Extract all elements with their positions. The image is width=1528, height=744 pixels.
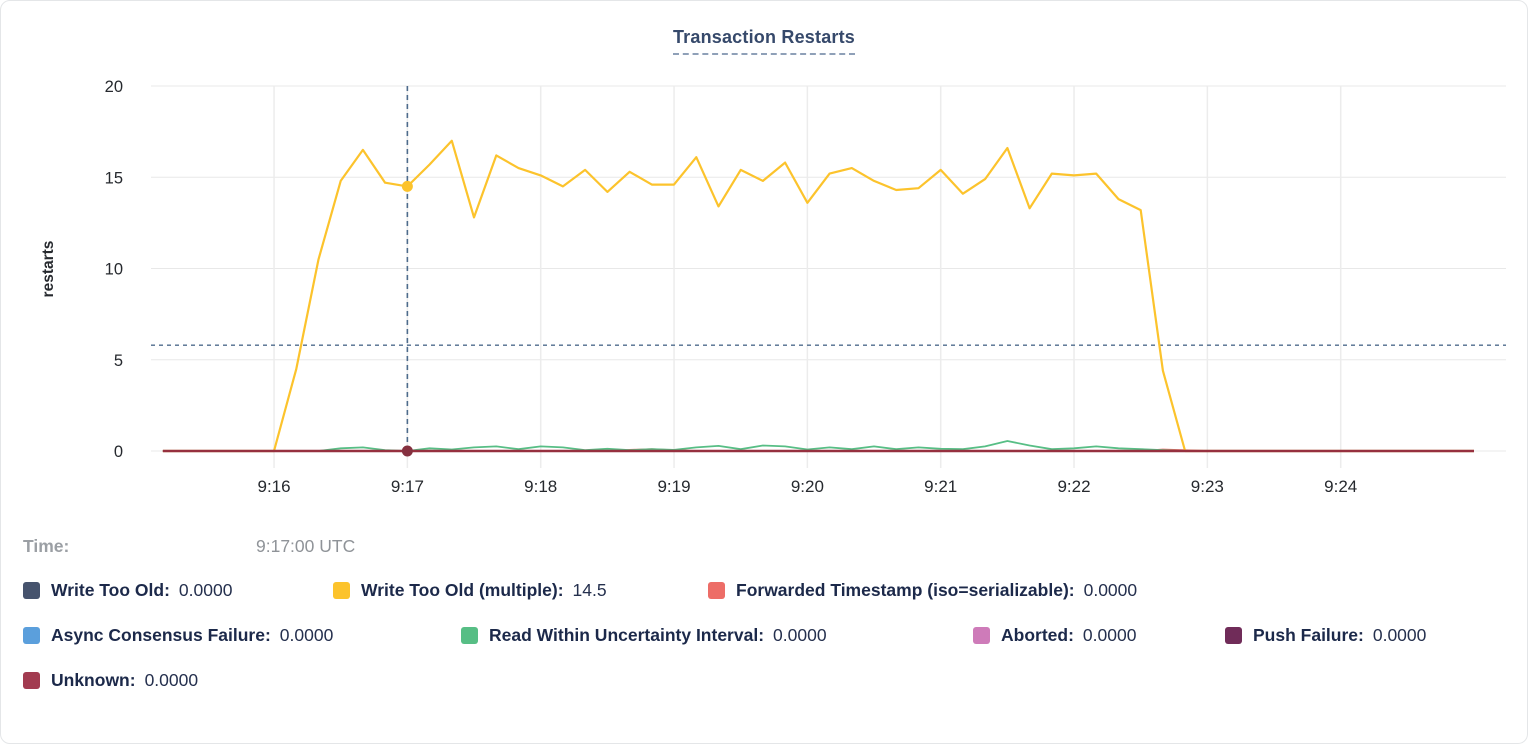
legend-row: Write Too Old: 0.0000 Write Too Old (multi… [23, 576, 1509, 604]
legend-swatch [973, 626, 990, 644]
legend-item-unknown: Unknown: 0.0000 [23, 670, 198, 691]
legend-item-forwarded-timestamp-iso-serializable: Forwarded Timestamp (iso=serializable): 0… [708, 580, 1137, 601]
legend-value: 0.0000 [144, 669, 199, 690]
legend-rows: Write Too Old: 0.0000 Write Too Old (multi… [23, 576, 1509, 694]
legend-value: 0.0000 [1083, 579, 1138, 600]
legend-label: Forwarded Timestamp (iso=serializable): [736, 579, 1075, 600]
hover-tooltip-panel: Time: 9:17:00 UTC Write Too Old: 0.0000 Wr… [23, 533, 1509, 694]
legend-label: Read Within Uncertainty Interval: [489, 624, 765, 645]
legend-label: Async Consensus Failure: [51, 624, 271, 645]
legend-label: Write Too Old (multiple): [361, 579, 564, 600]
series-line-write-too-old-multiple [162, 139, 1474, 453]
x-tick-label: 9:19 [657, 477, 690, 496]
legend-value: 0.0000 [279, 624, 334, 645]
legend-value: 0.0000 [773, 624, 827, 645]
legend-swatch [23, 671, 40, 689]
hover-dot-unknown [401, 445, 413, 457]
legend-label: Push Failure: [1253, 624, 1364, 645]
time-row: Time: 9:17:00 UTC [23, 533, 1509, 559]
legend-label: Aborted: [1001, 624, 1074, 645]
y-tick-label: 15 [105, 169, 123, 187]
legend-swatch [708, 581, 725, 599]
legend-swatch [23, 581, 40, 599]
x-tick-label: 9:17 [391, 477, 424, 496]
time-value: 9:17:00 UTC [256, 535, 356, 556]
legend-row: Unknown: 0.0000 [23, 666, 1509, 694]
legend-item-read-within-uncertainty-interval: Read Within Uncertainty Interval: 0.0000 [461, 625, 973, 646]
y-tick-label: 0 [114, 443, 123, 461]
chart-canvas[interactable]: 0 5 10 15 20 9:16 9:17 9:18 9:19 9:20 9:21 9:22 9:23… [1, 1, 1528, 516]
x-tick-label: 9:24 [1324, 477, 1357, 496]
x-tick-label: 9:16 [257, 477, 290, 496]
legend-swatch [461, 626, 478, 644]
y-axis-label: restarts [40, 241, 57, 298]
legend-label: Write Too Old: [51, 579, 170, 600]
legend-swatch [333, 581, 350, 599]
transaction-restarts-chart[interactable]: 0 5 10 15 20 9:16 9:17 9:18 9:19 9:20 9:21 9:22 9:23… [1, 1, 1528, 516]
hover-dot-write-too-old-multiple [401, 180, 413, 192]
x-tick-label: 9:20 [791, 477, 824, 496]
legend-label: Unknown: [51, 669, 136, 690]
y-tick-label: 5 [114, 352, 123, 370]
legend-item-async-consensus-failure: Async Consensus Failure: 0.0000 [23, 625, 461, 646]
x-tick-label: 9:22 [1057, 477, 1090, 496]
legend-value: 0.0000 [1372, 624, 1427, 645]
legend-value: 0.0000 [1082, 624, 1137, 645]
y-tick-label: 10 [105, 261, 123, 279]
chart-header: Transaction Restarts [1, 27, 1527, 55]
legend-item-write-too-old: Write Too Old: 0.0000 [23, 580, 333, 601]
legend-item-aborted: Aborted: 0.0000 [973, 625, 1225, 646]
legend-value: 0.0000 [178, 579, 233, 600]
chart-title[interactable]: Transaction Restarts [672, 27, 856, 55]
legend-item-push-failure: Push Failure: 0.0000 [1225, 625, 1426, 646]
legend-item-write-too-old-multiple: Write Too Old (multiple): 14.5 [333, 580, 708, 601]
x-tick-label: 9:18 [524, 477, 557, 496]
x-tick-label: 9:21 [924, 477, 957, 496]
series-line-read-within-uncertainty-interval [162, 440, 1474, 452]
legend-swatch [1225, 626, 1242, 644]
time-label: Time: [23, 535, 70, 556]
y-tick-label: 20 [105, 78, 123, 96]
legend-row: Async Consensus Failure: 0.0000 Read Withi… [23, 621, 1509, 649]
x-tick-label: 9:23 [1191, 477, 1224, 496]
legend-swatch [23, 626, 40, 644]
legend-value: 14.5 [572, 579, 607, 600]
